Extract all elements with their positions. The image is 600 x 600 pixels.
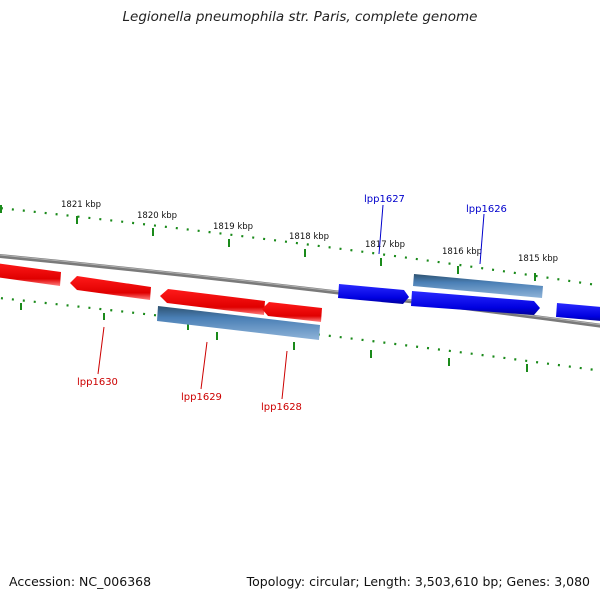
genome-summary-text: Topology: circular; Length: 3,503,610 bp… xyxy=(246,574,590,589)
scale-label: 1820 kbp xyxy=(137,211,177,221)
scale-label: 1818 kbp xyxy=(289,232,329,242)
gene-arrow-forward[interactable] xyxy=(411,291,540,315)
accession-text: Accession: NC_006368 xyxy=(9,574,152,589)
gene-label-forward[interactable]: lpp1626 xyxy=(466,204,507,215)
scale-label: 1817 kbp xyxy=(365,240,405,250)
scale-label: 1816 kbp xyxy=(442,247,482,257)
gene-arrow-forward[interactable] xyxy=(338,284,409,304)
scale-label: 1819 kbp xyxy=(213,222,253,232)
upper-tick-ring xyxy=(0,205,600,287)
leader-line xyxy=(200,341,208,390)
gene-arrow-forward[interactable] xyxy=(556,303,600,322)
gene-arrow-reverse[interactable] xyxy=(160,289,265,315)
scale-labels: 1821 kbp 1820 kbp 1819 kbp 1818 kbp 1817… xyxy=(61,200,558,264)
feature-bar[interactable] xyxy=(413,274,543,298)
genome-backbone-highlight xyxy=(0,254,600,326)
gene-label-reverse[interactable]: lpp1630 xyxy=(77,377,118,388)
map-title: Legionella pneumophila str. Paris, compl… xyxy=(122,9,478,25)
gene-arrow-reverse[interactable] xyxy=(0,262,61,286)
leader-line xyxy=(479,213,485,265)
leader-line xyxy=(97,326,105,375)
scale-label: 1821 kbp xyxy=(61,200,101,210)
leader-line xyxy=(281,350,288,400)
gene-label-forward[interactable]: lpp1627 xyxy=(364,194,405,205)
upper-tick-dots xyxy=(0,206,600,287)
gene-arrow-reverse[interactable] xyxy=(70,276,151,300)
lower-tick-ring xyxy=(0,296,600,372)
feature-bar[interactable] xyxy=(157,306,320,340)
gene-label-reverse[interactable]: lpp1629 xyxy=(181,392,222,403)
scale-label: 1815 kbp xyxy=(518,254,558,264)
gene-arrow-reverse[interactable] xyxy=(262,302,322,322)
genome-backbone xyxy=(0,253,600,328)
gene-label-reverse[interactable]: lpp1628 xyxy=(261,402,302,413)
leader-line xyxy=(378,204,384,255)
